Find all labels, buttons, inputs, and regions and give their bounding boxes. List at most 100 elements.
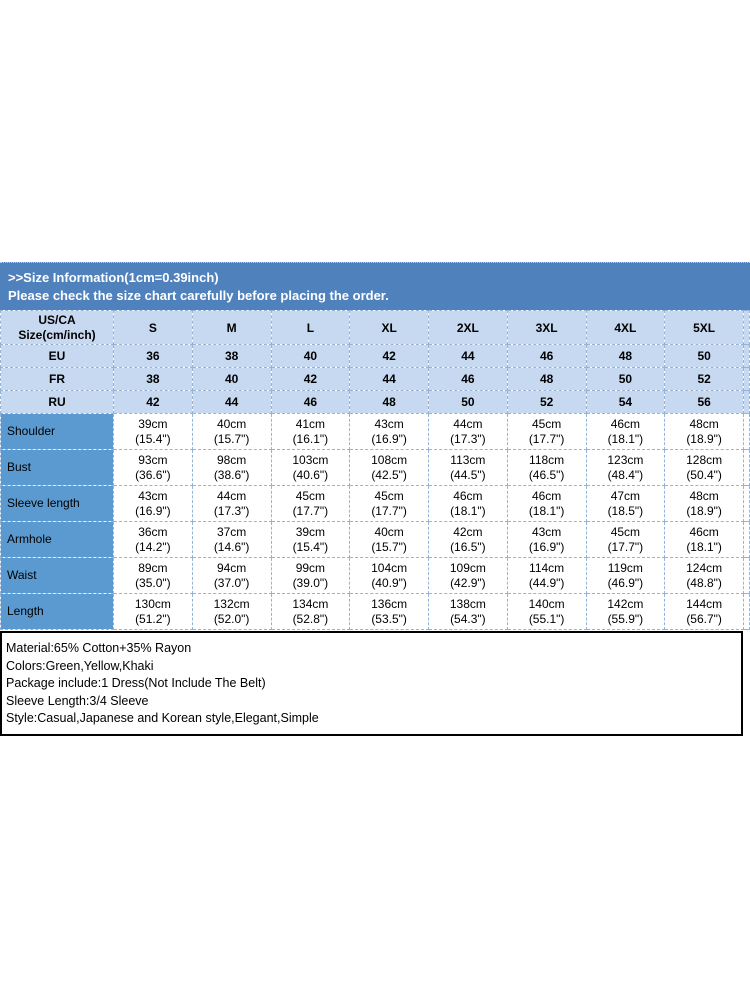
measurement-cell: 94cm (37.0") <box>191 557 272 594</box>
row-label: Shoulder <box>0 413 114 450</box>
measurement-cell: 42cm (16.5") <box>428 521 508 558</box>
measurement-cell: 44cm (17.3") <box>428 413 508 450</box>
size-header-cell: 4XL <box>585 310 666 345</box>
conversion-cell: 46 <box>428 367 508 391</box>
measurement-cell: 132cm (52.0") <box>191 593 272 630</box>
measurement-cell: 43cm (16.9") <box>349 413 429 450</box>
size-header-cell: XL <box>349 310 429 345</box>
cutoff-column-cell <box>743 344 750 368</box>
measurement-cell: 144cm (56.7") <box>664 593 744 630</box>
size-chart-table: US/CA Size(cm/inch) S M L XL 2XL 3XL 4XL… <box>0 310 750 630</box>
size-header-cell: M <box>191 310 272 345</box>
conversion-cell: 54 <box>585 390 666 414</box>
size-header-cell: 2XL <box>428 310 508 345</box>
measurement-row-armhole: Armhole 36cm (14.2") 37cm (14.6") 39cm (15.… <box>0 521 750 558</box>
measurement-row-length: Length 130cm (51.2") 132cm (52.0") 134cm (5… <box>0 593 750 630</box>
cutoff-column-cell <box>743 310 750 345</box>
measurement-cell: 98cm (38.6") <box>191 449 272 486</box>
conversion-cell: 48 <box>585 344 666 368</box>
measurement-cell: 136cm (53.5") <box>349 593 429 630</box>
measurement-cell: 46cm (18.1") <box>664 521 744 558</box>
measurement-cell: 134cm (52.8") <box>270 593 351 630</box>
measurement-cell: 46cm (18.1") <box>428 485 508 522</box>
measurement-cell: 104cm (40.9") <box>349 557 429 594</box>
measurement-cell: 89cm (35.0") <box>113 557 193 594</box>
measurement-row-waist: Waist 89cm (35.0") 94cm (37.0") 99cm (39.0"… <box>0 557 750 594</box>
measurement-cell: 46cm (18.1") <box>506 485 587 522</box>
note-sleeve-length: Sleeve Length:3/4 Sleeve <box>6 693 149 708</box>
measurement-cell: 40cm (15.7") <box>191 413 272 450</box>
row-label: RU <box>0 390 114 414</box>
measurement-cell: 37cm (14.6") <box>191 521 272 558</box>
cutoff-column-cell <box>743 449 750 486</box>
conversion-cell: 46 <box>506 344 587 368</box>
measurement-cell: 130cm (51.2") <box>113 593 193 630</box>
cutoff-column-cell <box>743 593 750 630</box>
measurement-cell: 40cm (15.7") <box>349 521 429 558</box>
measurement-cell: 45cm (17.7") <box>270 485 351 522</box>
measurement-cell: 43cm (16.9") <box>506 521 587 558</box>
conversion-cell: 42 <box>113 390 193 414</box>
measurement-cell: 45cm (17.7") <box>506 413 587 450</box>
measurement-cell: 93cm (36.6") <box>113 449 193 486</box>
size-info-banner: >>Size Information(1cm=0.39inch) Please … <box>0 262 750 310</box>
product-notes-box: Material:65% Cotton+35% Rayon Colors:Gre… <box>0 631 743 736</box>
measurement-cell: 45cm (17.7") <box>349 485 429 522</box>
row-label: EU <box>0 344 114 368</box>
row-label: Armhole <box>0 521 114 558</box>
conversion-cell: 36 <box>113 344 193 368</box>
size-info-panel: >>Size Information(1cm=0.39inch) Please … <box>0 262 750 736</box>
conversion-cell: 44 <box>349 367 429 391</box>
conversion-cell: 50 <box>585 367 666 391</box>
measurement-row-bust: Bust 93cm (36.6") 98cm (38.6") 103cm (40.6"… <box>0 449 750 486</box>
row-label: Sleeve length <box>0 485 114 522</box>
measurement-cell: 119cm (46.9") <box>585 557 666 594</box>
cutoff-column-cell <box>743 390 750 414</box>
conversion-row-fr: FR 38 40 42 44 46 48 50 52 <box>0 367 750 391</box>
measurement-row-shoulder: Shoulder 39cm (15.4") 40cm (15.7") 41cm (16… <box>0 413 750 450</box>
measurement-cell: 103cm (40.6") <box>270 449 351 486</box>
row-label: Bust <box>0 449 114 486</box>
measurement-cell: 138cm (54.3") <box>428 593 508 630</box>
measurement-cell: 123cm (48.4") <box>585 449 666 486</box>
conversion-cell: 50 <box>664 344 744 368</box>
conversion-cell: 40 <box>191 367 272 391</box>
measurement-cell: 47cm (18.5") <box>585 485 666 522</box>
measurement-cell: 43cm (16.9") <box>113 485 193 522</box>
conversion-cell: 52 <box>506 390 587 414</box>
conversion-cell: 44 <box>191 390 272 414</box>
banner-subtitle: Please check the size chart carefully be… <box>8 288 389 303</box>
table-header-row: US/CA Size(cm/inch) S M L XL 2XL 3XL 4XL… <box>0 310 750 345</box>
conversion-cell: 38 <box>191 344 272 368</box>
measurement-cell: 44cm (17.3") <box>191 485 272 522</box>
conversion-cell: 50 <box>428 390 508 414</box>
size-header-cell: S <box>113 310 193 345</box>
measurement-cell: 45cm (17.7") <box>585 521 666 558</box>
note-package: Package include:1 Dress(Not Include The … <box>6 676 266 690</box>
size-header-cell: 5XL <box>664 310 744 345</box>
measurement-cell: 140cm (55.1") <box>506 593 587 630</box>
measurement-cell: 114cm (44.9") <box>506 557 587 594</box>
conversion-cell: 42 <box>270 367 351 391</box>
conversion-row-ru: RU 42 44 46 48 50 52 54 56 <box>0 390 750 414</box>
size-header-cell: L <box>270 310 351 345</box>
conversion-cell: 42 <box>349 344 429 368</box>
measurement-cell: 46cm (18.1") <box>585 413 666 450</box>
note-colors: Colors:Green,Yellow,Khaki <box>6 658 154 673</box>
conversion-cell: 46 <box>270 390 351 414</box>
measurement-cell: 36cm (14.2") <box>113 521 193 558</box>
measurement-cell: 48cm (18.9") <box>664 485 744 522</box>
measurement-cell: 128cm (50.4") <box>664 449 744 486</box>
note-style: Style:Casual,Japanese and Korean style,E… <box>6 711 319 725</box>
cutoff-column-cell <box>743 557 750 594</box>
cutoff-column-cell <box>743 521 750 558</box>
conversion-cell: 48 <box>349 390 429 414</box>
note-material: Material:65% Cotton+35% Rayon <box>6 641 192 655</box>
measurement-row-sleeve-length: Sleeve length 43cm (16.9") 44cm (17.3") 45… <box>0 485 750 522</box>
conversion-cell: 56 <box>664 390 744 414</box>
corner-header-cell: US/CA Size(cm/inch) <box>0 310 114 345</box>
banner-title: >>Size Information(1cm=0.39inch) <box>8 270 219 285</box>
measurement-cell: 48cm (18.9") <box>664 413 744 450</box>
cutoff-column-cell <box>743 485 750 522</box>
conversion-cell: 52 <box>664 367 744 391</box>
